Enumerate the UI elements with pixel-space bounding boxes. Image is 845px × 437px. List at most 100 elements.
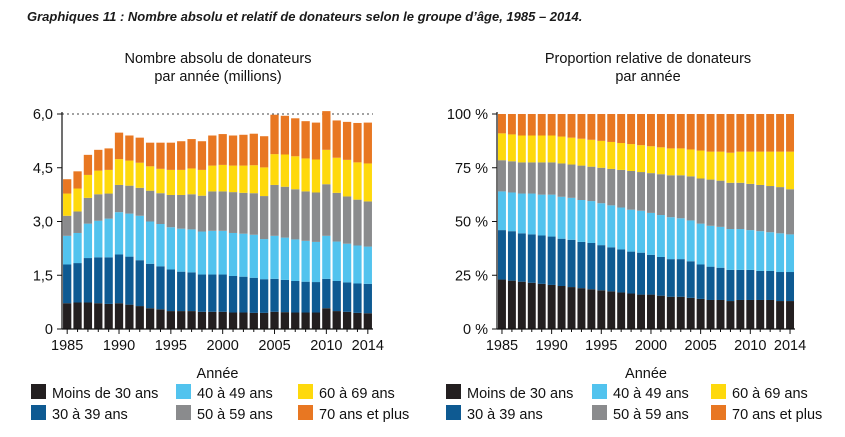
absolute-bar-2008-seg-4 [301, 158, 310, 192]
absolute-bar-1997-seg-1 [187, 272, 196, 312]
absolute-legend-label-0: Moins de 30 ans [52, 386, 158, 402]
relative-bar-2010-seg-2 [746, 230, 755, 270]
absolute-legend-label-3: 50 à 59 ans [197, 407, 273, 423]
relative-bar-1993-seg-1 [577, 241, 586, 289]
absolute-bar-2006-seg-1 [280, 279, 290, 313]
absolute-bar-2000-seg-1 [218, 274, 227, 312]
relative-bar-1998-seg-5 [627, 114, 636, 145]
absolute-bar-2013-seg-5 [353, 122, 362, 163]
absolute-bar-2003-seg-4 [249, 165, 258, 194]
absolute-bar-2001-seg-5 [228, 135, 238, 166]
absolute-bar-2001-seg-0 [228, 312, 238, 329]
absolute-legend-swatch-1 [31, 405, 46, 420]
absolute-bar-1992-seg-3 [135, 187, 144, 216]
relative-bar-2003-seg-1 [676, 259, 685, 297]
absolute-x-tick-label-1990: 1990 [103, 338, 135, 354]
absolute-bar-1995-seg-2 [166, 227, 175, 270]
relative-bar-2013-seg-3 [776, 187, 785, 234]
relative-y-tick-label-0: 0 % [463, 322, 488, 338]
relative-bar-1991-seg-4 [557, 136, 566, 164]
relative-x-tick-label-1995: 1995 [585, 338, 617, 354]
relative-bar-2013-seg-1 [776, 272, 785, 302]
absolute-bar-1985-seg-0 [63, 303, 72, 329]
absolute-bar-1988-seg-1 [94, 257, 103, 304]
absolute-legend-label-4: 60 à 69 ans [319, 386, 395, 402]
relative-bar-2013-seg-4 [776, 151, 785, 188]
absolute-bar-1998-seg-2 [197, 231, 207, 275]
relative-bar-2012-seg-3 [766, 186, 775, 233]
absolute-bar-2002-seg-1 [239, 276, 248, 313]
absolute-y-tick-label-0: 0 [45, 322, 53, 338]
absolute-bar-2006-seg-2 [280, 237, 290, 280]
relative-bar-2007-seg-5 [716, 114, 725, 152]
absolute-bar-2006-seg-4 [280, 154, 290, 187]
relative-bar-2005-seg-1 [696, 264, 705, 299]
relative-bar-2014-seg-1 [786, 272, 795, 302]
absolute-bar-2014-seg-0 [363, 313, 372, 329]
relative-bar-1992-seg-0 [567, 287, 576, 329]
absolute-bar-1986-seg-2 [73, 232, 82, 264]
absolute-bar-2010-seg-2 [322, 235, 331, 279]
relative-bar-2011-seg-1 [756, 270, 765, 300]
absolute-bar-1997-seg-2 [187, 229, 196, 273]
relative-bar-2003-seg-0 [676, 296, 685, 329]
relative-bar-1994-seg-2 [587, 201, 596, 243]
relative-bar-2008-seg-0 [726, 301, 735, 329]
relative-bar-1998-seg-4 [627, 144, 636, 171]
absolute-bar-2009-seg-2 [311, 241, 321, 283]
relative-bar-1985-seg-2 [497, 191, 506, 231]
absolute-bar-1991-seg-4 [125, 160, 134, 186]
relative-bar-1985-seg-5 [497, 114, 506, 134]
absolute-bar-2000-seg-3 [218, 191, 227, 231]
absolute-x-tick-label-2005: 2005 [258, 338, 290, 354]
absolute-bar-2014-seg-2 [363, 246, 372, 284]
absolute-bar-1999-seg-1 [208, 274, 217, 312]
absolute-bar-2014-seg-5 [363, 122, 372, 164]
absolute-bar-2007-seg-1 [291, 280, 300, 313]
absolute-bar-2010-seg-4 [322, 149, 331, 185]
relative-bar-2003-seg-2 [676, 218, 685, 260]
relative-bar-2006-seg-3 [706, 179, 715, 226]
relative-bar-1988-seg-4 [527, 135, 536, 163]
absolute-bar-1997-seg-0 [187, 311, 196, 329]
absolute-bar-2002-seg-2 [239, 233, 248, 277]
relative-bar-2010-seg-4 [746, 151, 755, 184]
absolute-bar-1988-seg-2 [94, 220, 103, 258]
absolute-bar-2004-seg-3 [260, 196, 269, 240]
absolute-bar-1998-seg-4 [197, 169, 207, 196]
relative-bar-2008-seg-1 [726, 269, 735, 302]
absolute-bar-2013-seg-3 [353, 199, 362, 246]
absolute-bar-2012-seg-1 [342, 282, 352, 312]
absolute-bar-2008-seg-1 [301, 281, 310, 313]
relative-bar-1997-seg-5 [617, 114, 626, 144]
absolute-bar-2009-seg-5 [311, 122, 321, 160]
relative-bar-1999-seg-0 [637, 294, 646, 329]
absolute-bar-1988-seg-4 [94, 170, 103, 195]
absolute-bar-2006-seg-5 [280, 115, 290, 155]
relative-bar-2007-seg-0 [716, 299, 725, 329]
relative-bar-1986-seg-3 [507, 161, 516, 193]
relative-bar-2004-seg-5 [686, 114, 695, 150]
absolute-bar-1995-seg-5 [166, 142, 175, 170]
absolute-bar-2003-seg-0 [249, 312, 258, 330]
absolute-bar-2008-seg-0 [301, 312, 310, 329]
absolute-y-tick-label-4: 6,0 [33, 107, 53, 123]
absolute-bar-1990-seg-2 [114, 212, 124, 255]
relative-bar-2001-seg-5 [656, 114, 665, 148]
relative-bar-1990-seg-0 [547, 284, 556, 329]
relative-x-tick-label-1990: 1990 [536, 338, 568, 354]
relative-bar-2004-seg-4 [686, 149, 695, 177]
relative-bar-1987-seg-4 [517, 135, 526, 163]
absolute-bar-2005-seg-2 [270, 235, 279, 279]
relative-bar-1993-seg-5 [577, 114, 586, 139]
relative-bar-2010-seg-0 [746, 299, 755, 329]
relative-bar-1992-seg-1 [567, 239, 576, 288]
absolute-x-axis-label: Année [197, 366, 239, 382]
relative-bar-2010-seg-5 [746, 114, 755, 152]
absolute-bar-1990-seg-5 [114, 132, 124, 160]
absolute-bar-2006-seg-0 [280, 312, 290, 329]
absolute-bar-2010-seg-3 [322, 184, 331, 236]
relative-bar-2004-seg-1 [686, 261, 695, 298]
absolute-bar-2011-seg-2 [332, 241, 341, 281]
absolute-bar-2004-seg-5 [260, 136, 269, 168]
